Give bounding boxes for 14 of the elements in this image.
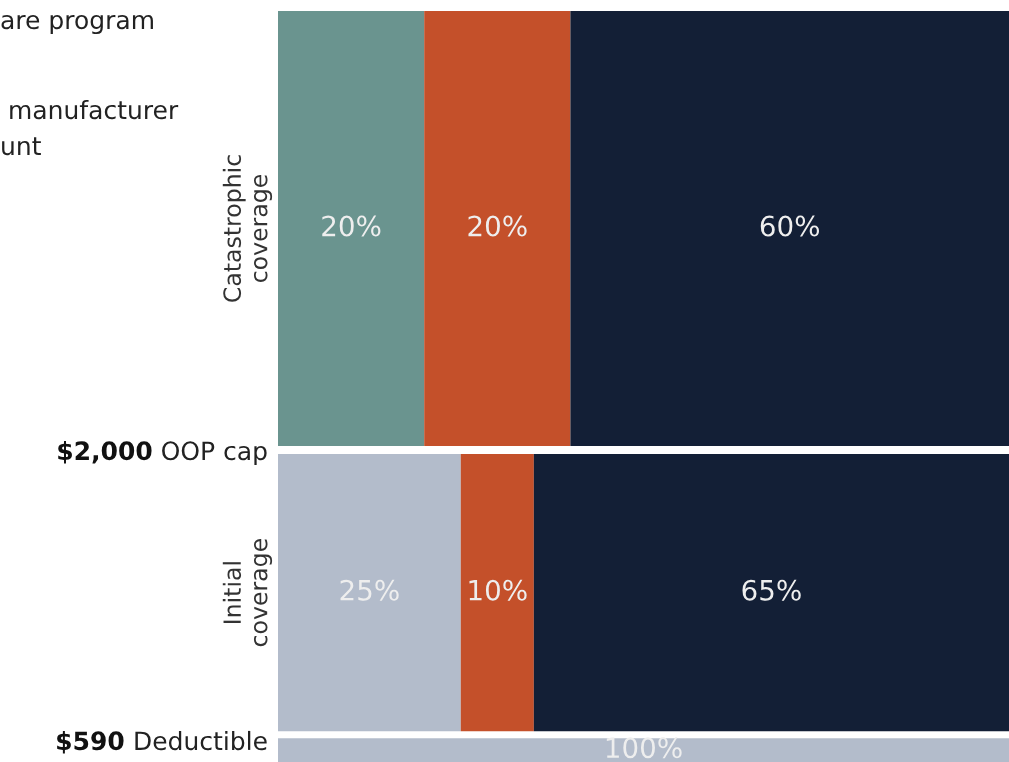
y-tick-label: Initial coverage (222, 539, 273, 647)
data-label: 20% (468, 215, 527, 237)
data-label: 10% (469, 579, 527, 601)
text: are program (1, 14, 153, 35)
text: unt (2, 137, 41, 156)
y-tick-label: Catastrophic coverage (222, 155, 273, 302)
data-label: 20% (322, 215, 381, 237)
text: manufacturer (10, 99, 179, 120)
data-label: 60% (760, 215, 820, 237)
data-label: 25% (340, 579, 399, 601)
text: $2,000 OOP cap (58, 440, 267, 466)
text: $590 Deductible (57, 730, 267, 754)
data-label: 100% (606, 737, 682, 759)
data-label: 65% (742, 579, 801, 601)
